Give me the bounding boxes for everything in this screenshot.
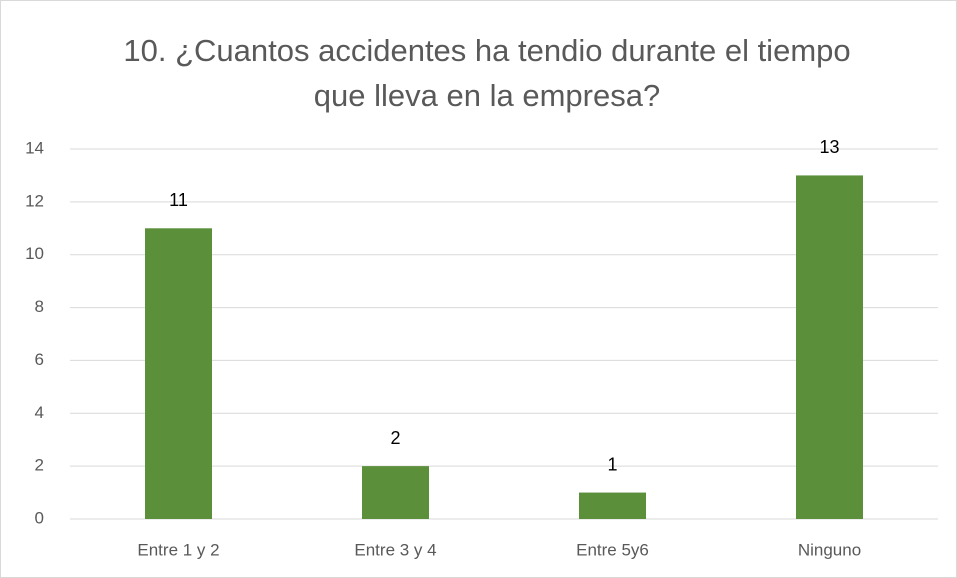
y-tick-label: 12: [25, 191, 44, 210]
x-tick-label: Entre 1 y 2: [137, 540, 219, 559]
x-tick-label: Ninguno: [798, 540, 861, 559]
data-label: 13: [819, 137, 839, 157]
bar: [579, 492, 646, 519]
data-label: 11: [169, 190, 188, 210]
x-tick-label: Entre 3 y 4: [354, 540, 436, 559]
bar: [796, 175, 863, 519]
chart-title: 10. ¿Cuantos accidentes ha tendio durant…: [123, 33, 851, 113]
x-tick-label: Entre 5y6: [576, 540, 649, 559]
y-tick-label: 10: [25, 244, 44, 263]
y-tick-label: 14: [25, 138, 44, 157]
y-tick-label: 0: [35, 508, 44, 527]
y-tick-label: 4: [35, 403, 44, 422]
bar: [145, 228, 212, 520]
data-label: 2: [390, 428, 400, 448]
y-tick-label: 2: [35, 456, 44, 475]
bar: [362, 466, 429, 519]
data-label: 1: [607, 454, 617, 474]
y-tick-label: 8: [35, 297, 44, 316]
y-tick-label: 6: [35, 350, 44, 369]
